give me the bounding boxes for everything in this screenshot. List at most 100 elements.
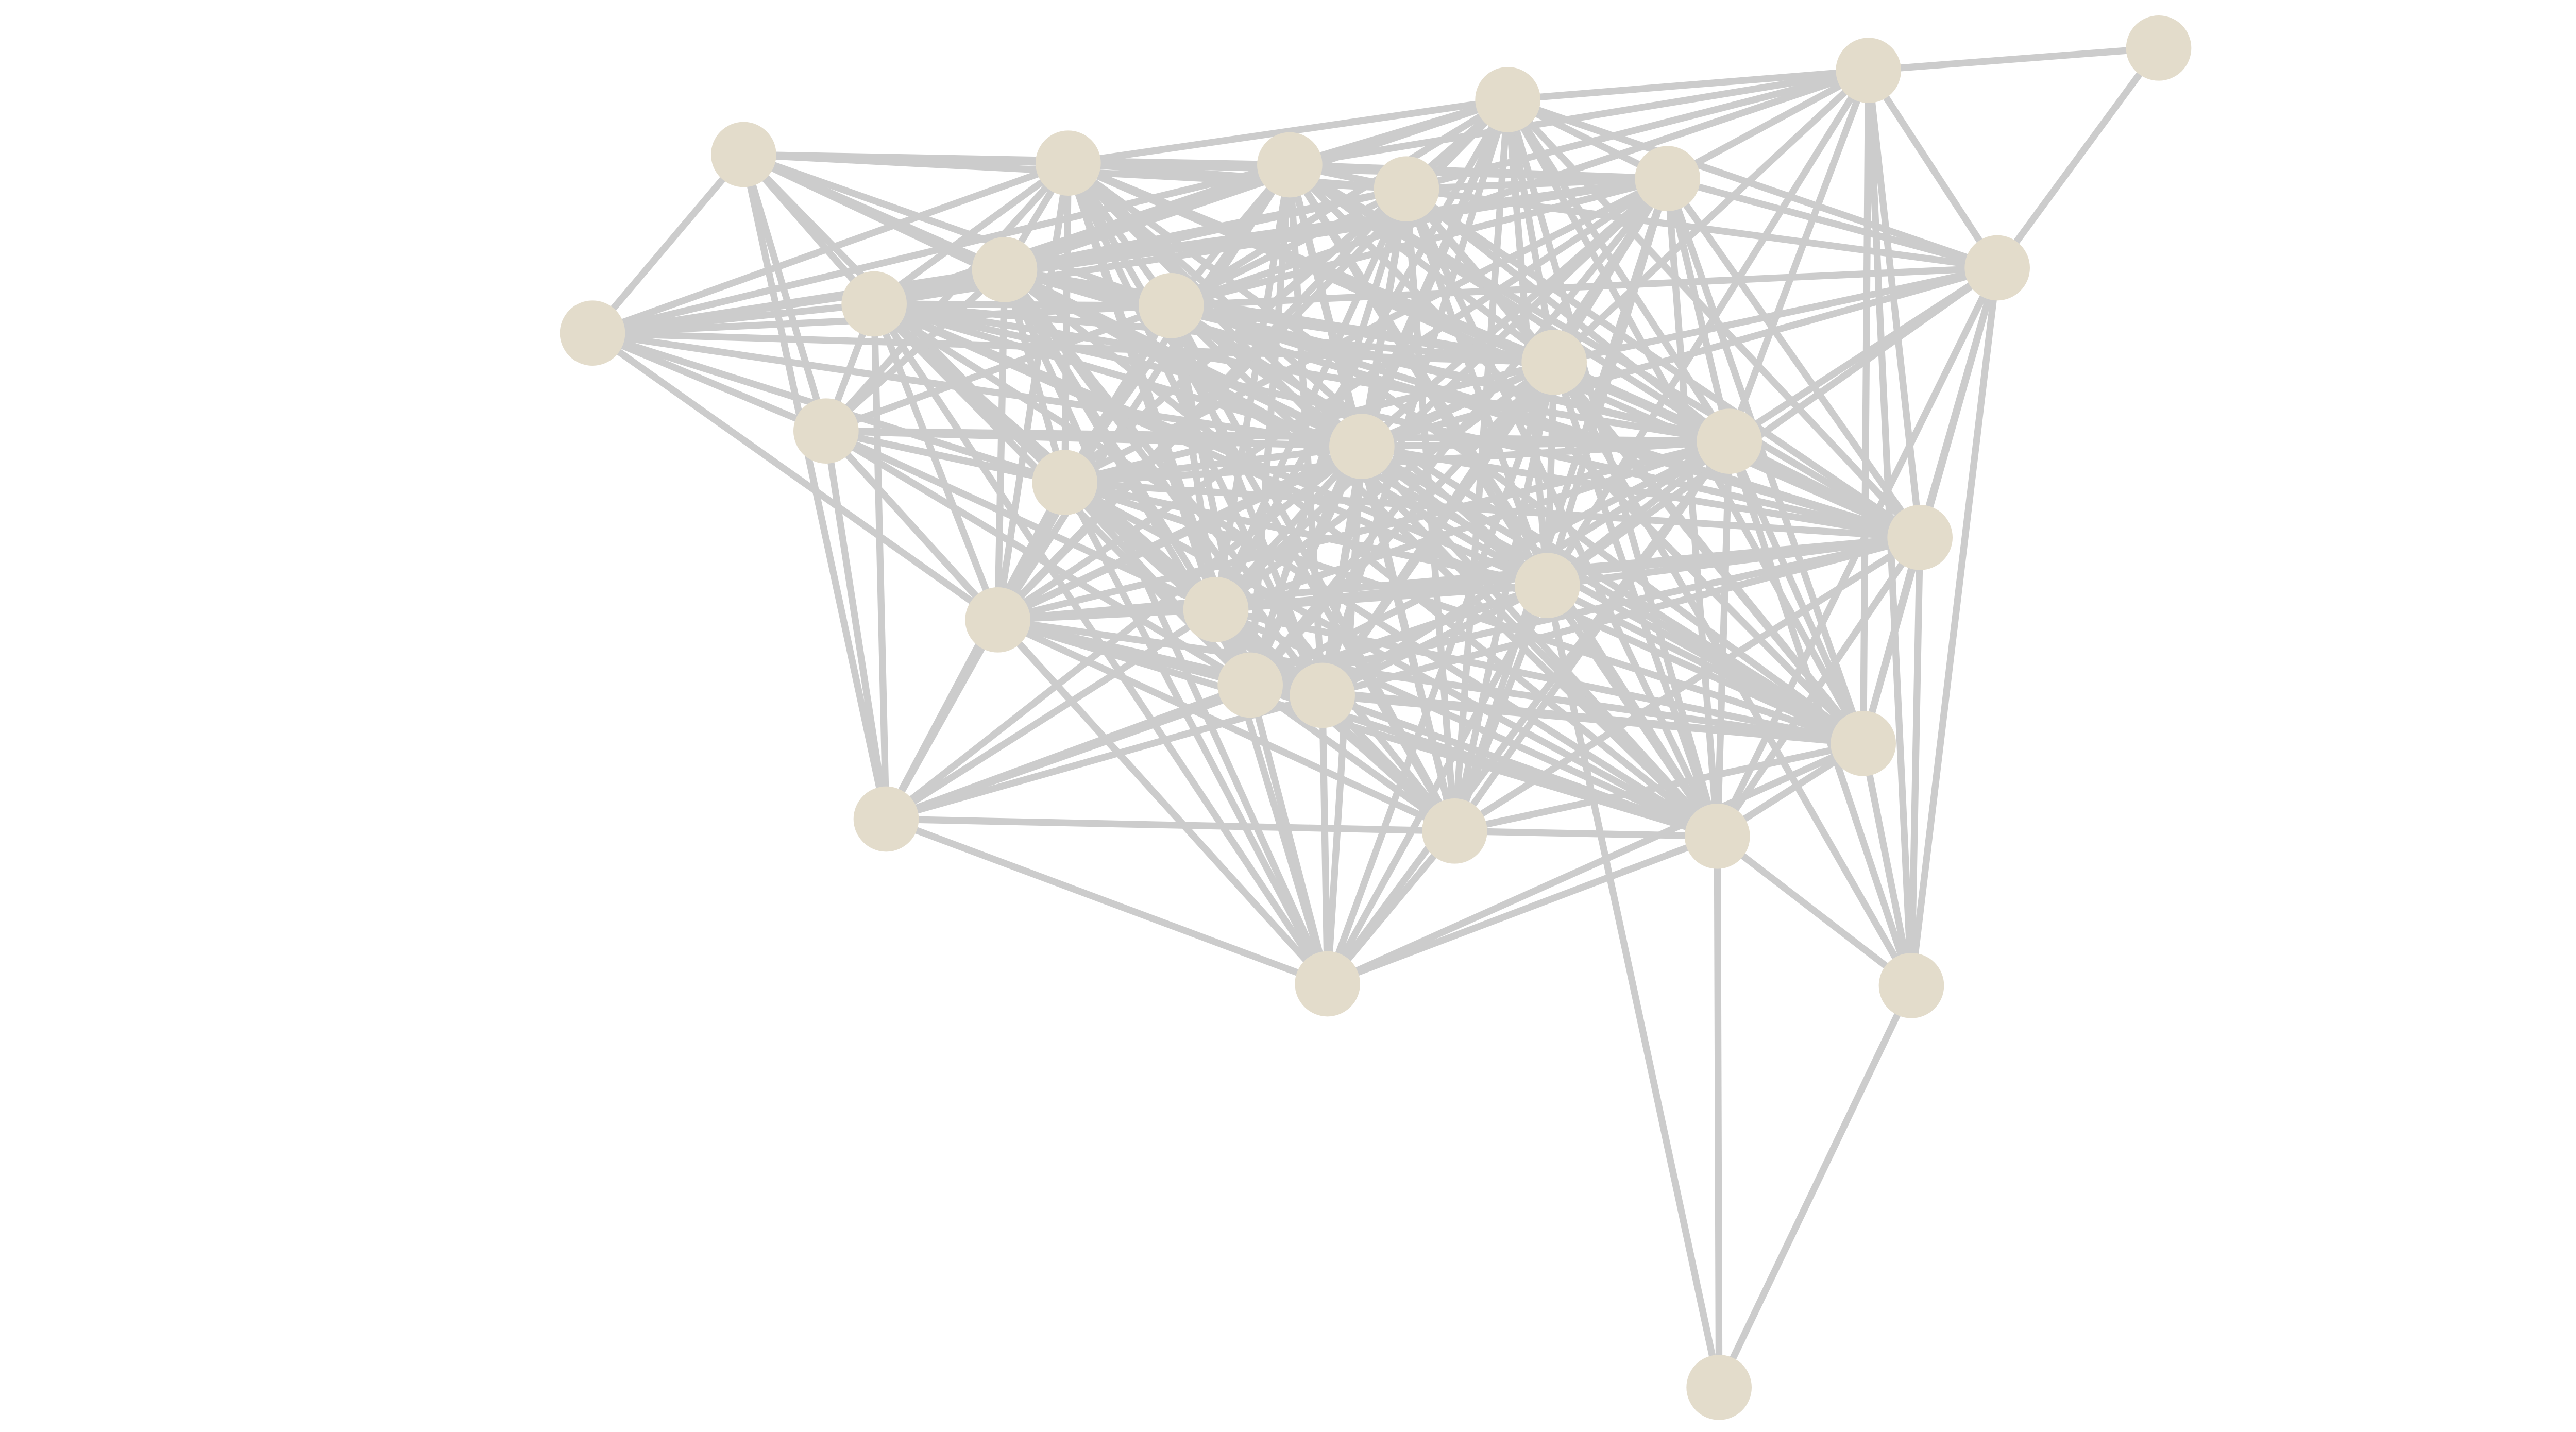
edge-6-13 (1551, 67, 1872, 366)
node-18[interactable] (1887, 505, 1953, 570)
edge-16-21 (1358, 443, 1551, 589)
edge-9-14 (589, 330, 830, 435)
edge-14-12 (822, 302, 1175, 435)
edge-14-17 (822, 428, 1733, 445)
node-3[interactable] (1374, 156, 1439, 221)
node-0[interactable] (711, 122, 776, 187)
edge-0-16 (740, 151, 1365, 450)
edge-13-20 (1212, 359, 1558, 613)
edge-28-27 (1324, 832, 1721, 987)
node-15[interactable] (1032, 450, 1097, 515)
node-17[interactable] (1697, 408, 1762, 474)
node-20[interactable] (1183, 577, 1249, 642)
edge-30-21 (1544, 582, 1723, 1391)
edge-15-18 (1061, 479, 1924, 541)
edge-28-19 (994, 616, 1331, 987)
edge-17-20 (1212, 438, 1733, 613)
node-5[interactable] (1635, 146, 1700, 211)
edge-17-24 (1726, 438, 1867, 747)
edge-6-3 (1403, 67, 1872, 193)
edge-8-24 (1860, 264, 2001, 747)
node-11[interactable] (972, 237, 1038, 302)
edge-16-18 (1358, 443, 1924, 541)
edge-9-16 (589, 330, 1365, 450)
edge-14-22 (822, 428, 1254, 689)
edge-14-21 (822, 428, 1551, 589)
edge-5-18 (1664, 175, 1924, 541)
node-6[interactable] (1836, 38, 1901, 103)
edge-9-2 (589, 161, 1293, 337)
edge-4-11 (1001, 96, 1512, 273)
edge-28-21 (1324, 582, 1551, 987)
edge-30-29 (1716, 982, 1915, 1391)
edge-6-8 (1865, 67, 2001, 271)
node-27[interactable] (1685, 804, 1750, 869)
edge-4-12 (1167, 96, 1512, 309)
edge-8-16 (1358, 264, 2001, 450)
edge-28-11 (1001, 266, 1331, 987)
edge-14-19 (822, 428, 1002, 624)
node-22[interactable] (1217, 652, 1283, 718)
edge-14-1 (822, 160, 1072, 435)
node-2[interactable] (1257, 132, 1323, 198)
edge-15-17 (1061, 438, 1733, 486)
node-8[interactable] (1964, 235, 2030, 301)
edge-23-24 (1319, 692, 1867, 747)
edge-29-27 (1714, 832, 1915, 990)
node-26[interactable] (1422, 798, 1487, 864)
edge-25-28 (883, 815, 1331, 987)
edge-7-8 (1994, 44, 2162, 271)
edge-4-13 (1504, 96, 1558, 366)
node-14[interactable] (793, 398, 859, 464)
node-21[interactable] (1515, 553, 1580, 618)
edge-9-5 (589, 175, 1671, 337)
node-19[interactable] (965, 587, 1030, 653)
edge-29-13 (1551, 359, 1915, 990)
edge-7-6 (1865, 44, 2162, 74)
edge-17-27 (1714, 438, 1733, 840)
edge-9-19 (589, 330, 1002, 624)
edge-6-2 (1286, 67, 1872, 168)
edge-21-27 (1544, 582, 1721, 840)
edge-24-26 (1451, 740, 1867, 835)
node-30[interactable] (1686, 1355, 1752, 1420)
edge-8-3 (1403, 185, 2001, 271)
node-1[interactable] (1036, 130, 1101, 196)
edge-18-22 (1247, 534, 1924, 689)
edge-16-22 (1247, 443, 1365, 689)
node-13[interactable] (1521, 330, 1587, 395)
edge-21-23 (1319, 582, 1551, 699)
edge-28-22 (1247, 681, 1331, 987)
edge-0-9 (589, 151, 748, 337)
node-7[interactable] (2126, 15, 2192, 81)
edge-26-27 (1451, 827, 1721, 840)
node-9[interactable] (560, 300, 625, 366)
edge-6-4 (1504, 67, 1872, 103)
node-28[interactable] (1295, 951, 1360, 1017)
edge-19-24 (994, 616, 1867, 747)
edge-14-11 (822, 266, 1008, 435)
edge-6-12 (1167, 67, 1872, 309)
edge-16-19 (994, 443, 1365, 624)
node-10[interactable] (841, 271, 907, 337)
edge-11-15 (1001, 266, 1069, 486)
node-layer (560, 15, 2192, 1420)
node-29[interactable] (1878, 953, 1944, 1018)
node-24[interactable] (1831, 711, 1896, 776)
node-23[interactable] (1290, 662, 1355, 728)
edge-20-24 (1212, 606, 1867, 747)
edge-10-24 (871, 300, 1867, 747)
edge-6-24 (1860, 67, 1872, 747)
edge-20-21 (1212, 582, 1551, 613)
edge-0-12 (740, 151, 1175, 309)
node-4[interactable] (1475, 67, 1540, 132)
node-25[interactable] (853, 786, 919, 852)
edge-9-13 (589, 330, 1558, 366)
edge-28-15 (1061, 479, 1331, 987)
node-12[interactable] (1139, 273, 1204, 338)
node-16[interactable] (1329, 414, 1395, 479)
edge-3-12 (1167, 185, 1410, 309)
edge-6-17 (1726, 67, 1872, 445)
edge-28-24 (1324, 740, 1867, 987)
